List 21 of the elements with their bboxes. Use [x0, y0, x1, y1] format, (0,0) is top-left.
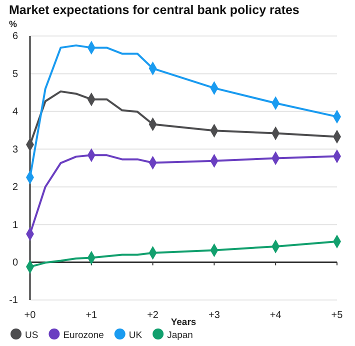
- x-tick-label: +5: [331, 310, 344, 322]
- y-axis-title: %: [9, 19, 18, 29]
- x-tick-label: +3: [208, 310, 220, 322]
- y-tick-label: 3: [12, 144, 18, 156]
- y-tick-label: 6: [12, 31, 18, 42]
- x-tick-label: +4: [270, 310, 282, 322]
- legend-label: UK: [128, 330, 143, 341]
- x-tick-label: +2: [147, 310, 159, 322]
- legend-label: US: [25, 330, 38, 341]
- y-tick-label: 4: [12, 106, 18, 118]
- y-tick-label: 5: [12, 68, 18, 80]
- x-tick-label: +0: [24, 310, 36, 322]
- x-tick-label: +1: [86, 310, 98, 322]
- chart-title: Market expectations for central bank policy rates: [9, 3, 300, 17]
- y-tick-label: 0: [12, 257, 18, 268]
- y-tick-label: 2: [12, 182, 18, 194]
- legend-label: Japan: [167, 330, 193, 341]
- y-tick-label: 1: [12, 220, 18, 231]
- legend-label: Eurozone: [63, 330, 104, 341]
- y-tick-label: -1: [9, 295, 18, 306]
- x-axis-title: Years: [170, 317, 196, 328]
